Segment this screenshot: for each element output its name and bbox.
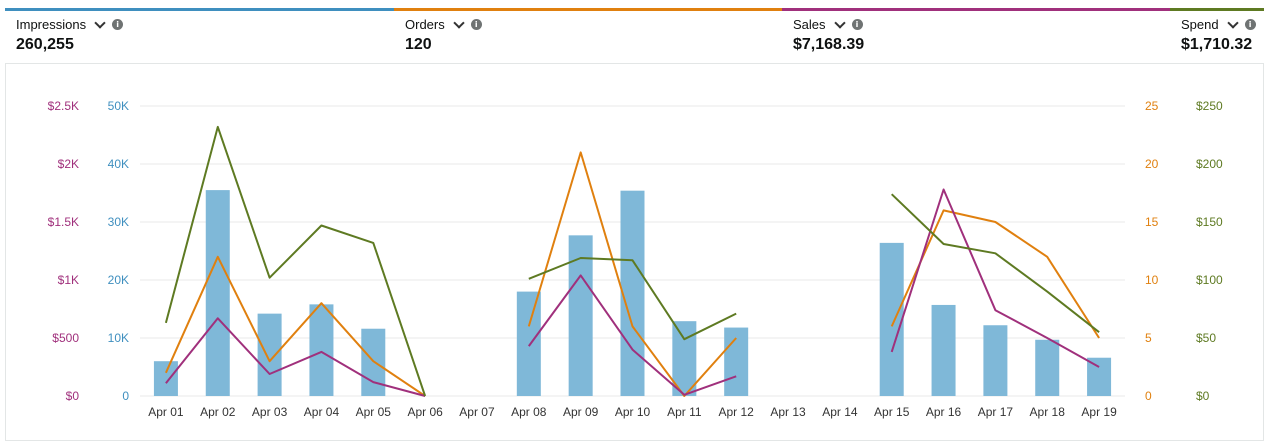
x-axis-tick-label: Apr 01 [148,405,184,419]
impressions-axis-tick-label: 20K [108,273,129,287]
metric-value: $7,168.39 [793,36,865,53]
metric-orders[interactable]: Orders i 120 [394,8,783,64]
orders-line [164,255,426,397]
metrics-bar: Impressions i 260,255 Orders i 120 Sales… [5,8,1264,64]
x-axis-tick-label: Apr 09 [563,405,599,419]
impressions-bar [620,190,645,396]
sales-axis-tick-label: $0 [66,389,80,403]
metric-color-bar [1170,8,1264,11]
metric-label: Spend [1181,17,1219,32]
x-axis-tick-label: Apr 11 [667,405,702,419]
orders-axis-tick-label: 25 [1145,99,1159,113]
info-icon[interactable]: i [112,19,124,30]
x-axis-tick-label: Apr 15 [874,405,910,419]
x-axis-tick-label: Apr 02 [200,405,236,419]
x-axis-tick-label: Apr 04 [304,405,340,419]
impressions-axis-tick-label: 0 [122,389,129,403]
impressions-axis-tick-label: 50K [108,99,129,113]
impressions-bar [1035,339,1060,396]
info-icon[interactable]: i [470,19,482,30]
info-icon[interactable]: i [851,19,863,30]
sales-axis-tick-label: $2K [58,157,79,171]
spend-axis-tick-label: $150 [1196,215,1223,229]
impressions-axis-tick-label: 30K [108,215,129,229]
impressions-bar [1087,357,1112,396]
x-axis-tick-label: Apr 19 [1081,405,1117,419]
sales-axis-tick-label: $500 [52,331,79,345]
impressions-axis-tick-label: 40K [108,157,129,171]
orders-line [890,209,1100,339]
impressions-bar [309,304,334,396]
metric-value: 120 [405,36,432,53]
orders-axis-tick-label: 0 [1145,389,1152,403]
sales-axis-tick-label: $2.5K [48,99,79,113]
spend-axis-tick-label: $0 [1196,389,1210,403]
orders-line [527,151,737,397]
chart-frame [5,8,1264,441]
sales-line [527,274,737,396]
impressions-bar [931,304,956,396]
sales-line [890,188,1100,368]
x-axis-tick-label: Apr 13 [770,405,806,419]
orders-axis-tick-label: 5 [1145,331,1152,345]
spend-axis-tick-label: $100 [1196,273,1223,287]
x-axis-tick-label: Apr 03 [252,405,288,419]
spend-line [891,193,1100,333]
impressions-bar [724,327,749,396]
impressions-bar [568,235,593,396]
x-axis-tick-label: Apr 06 [407,405,443,419]
orders-axis-tick-label: 10 [1145,273,1159,287]
metric-impressions[interactable]: Impressions i 260,255 [5,8,395,64]
spend-axis-tick-label: $50 [1196,331,1216,345]
impressions-bar [153,361,178,396]
impressions-bar [516,291,541,396]
x-axis-tick-label: Apr 16 [926,405,962,419]
metric-sales[interactable]: Sales i $7,168.39 [782,8,1171,64]
sales-line [165,317,426,397]
impressions-bar [879,242,904,396]
x-axis-tick-label: Apr 08 [511,405,547,419]
metric-label: Impressions [16,17,87,32]
metric-color-bar [394,8,782,11]
spend-line [528,257,737,341]
metric-value: 260,255 [16,36,74,53]
metric-color-bar [782,8,1170,11]
impressions-bar [205,190,230,396]
x-axis-tick-label: Apr 17 [978,405,1014,419]
metric-label: Sales [793,17,826,32]
x-axis-tick-label: Apr 12 [719,405,755,419]
spend-axis-tick-label: $200 [1196,157,1223,171]
x-axis-tick-label: Apr 18 [1030,405,1066,419]
sales-axis-tick-label: $1.5K [48,215,79,229]
orders-axis-tick-label: 15 [1145,215,1159,229]
metric-label: Orders [405,17,445,32]
x-axis-tick-label: Apr 07 [459,405,495,419]
x-axis-tick-label: Apr 05 [356,405,392,419]
impressions-bar [257,313,282,396]
x-axis-tick-label: Apr 14 [822,405,858,419]
sales-axis-tick-label: $1K [58,273,79,287]
spend-line [164,125,427,397]
x-axis-tick-label: Apr 10 [615,405,651,419]
info-icon[interactable]: i [1244,19,1256,30]
impressions-bar [672,321,697,396]
impressions-axis-tick-label: 10K [108,331,129,345]
spend-axis-tick-label: $250 [1196,99,1223,113]
metric-value: $1,710.32 [1181,36,1253,53]
metric-spend[interactable]: Spend i $1,710.32 [1170,8,1264,64]
orders-axis-tick-label: 20 [1145,157,1159,171]
impressions-bar [983,325,1008,396]
metric-color-bar [5,8,394,11]
